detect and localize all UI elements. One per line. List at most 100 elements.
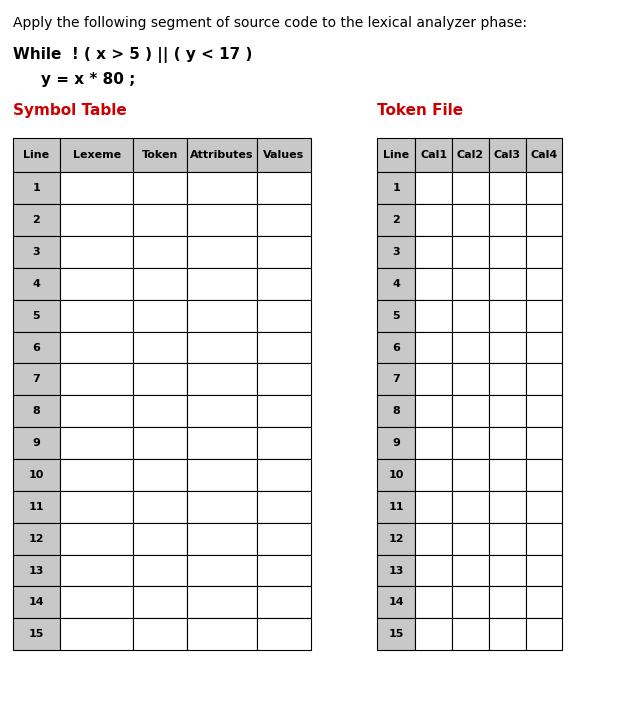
Bar	[257, 204, 311, 236]
Bar	[60, 395, 133, 427]
Bar	[452, 491, 489, 523]
Bar	[489, 618, 526, 650]
Text: 6: 6	[32, 342, 41, 353]
Bar	[13, 459, 60, 491]
Bar	[526, 204, 562, 236]
Bar	[377, 586, 415, 618]
Bar	[377, 332, 415, 363]
Bar	[13, 300, 60, 332]
Bar	[489, 332, 526, 363]
Bar	[377, 491, 415, 523]
Bar	[526, 236, 562, 268]
Bar	[187, 204, 257, 236]
Text: 8: 8	[392, 406, 400, 416]
Text: 11: 11	[389, 502, 404, 512]
Bar	[133, 363, 187, 395]
Bar	[257, 268, 311, 300]
Bar	[526, 332, 562, 363]
Bar	[489, 459, 526, 491]
Bar	[60, 204, 133, 236]
Bar	[257, 332, 311, 363]
Bar	[415, 395, 452, 427]
Bar	[187, 300, 257, 332]
Text: Cal3: Cal3	[494, 150, 521, 160]
Bar	[489, 172, 526, 204]
Bar	[489, 427, 526, 459]
Bar	[526, 300, 562, 332]
Bar	[13, 555, 60, 586]
Text: 10: 10	[29, 470, 44, 480]
Bar	[60, 586, 133, 618]
Bar	[187, 459, 257, 491]
Bar	[13, 363, 60, 395]
Bar	[526, 268, 562, 300]
Text: 3: 3	[32, 247, 41, 257]
Bar	[415, 204, 452, 236]
Bar	[377, 300, 415, 332]
Bar	[489, 491, 526, 523]
Text: Token: Token	[142, 150, 178, 160]
Bar	[13, 586, 60, 618]
Bar	[526, 618, 562, 650]
Bar	[489, 204, 526, 236]
Bar	[526, 138, 562, 172]
Bar	[257, 172, 311, 204]
Bar	[452, 300, 489, 332]
Text: 7: 7	[32, 374, 41, 384]
Bar	[187, 586, 257, 618]
Text: 8: 8	[32, 406, 41, 416]
Bar	[257, 523, 311, 555]
Bar	[526, 395, 562, 427]
Bar	[187, 138, 257, 172]
Bar	[452, 459, 489, 491]
Bar	[257, 491, 311, 523]
Bar	[377, 204, 415, 236]
Text: 13: 13	[389, 565, 404, 576]
Bar	[60, 427, 133, 459]
Bar	[13, 204, 60, 236]
Bar	[526, 427, 562, 459]
Bar	[377, 459, 415, 491]
Bar	[489, 363, 526, 395]
Bar	[133, 618, 187, 650]
Text: 13: 13	[29, 565, 44, 576]
Bar	[133, 523, 187, 555]
Bar	[13, 332, 60, 363]
Bar	[415, 363, 452, 395]
Bar	[415, 459, 452, 491]
Bar	[489, 395, 526, 427]
Bar	[133, 586, 187, 618]
Text: Cal2: Cal2	[457, 150, 484, 160]
Bar	[257, 555, 311, 586]
Bar	[526, 172, 562, 204]
Text: 5: 5	[392, 311, 400, 321]
Text: 3: 3	[392, 247, 400, 257]
Bar	[415, 427, 452, 459]
Bar	[60, 138, 133, 172]
Bar	[452, 138, 489, 172]
Bar	[526, 459, 562, 491]
Bar	[377, 427, 415, 459]
Bar	[452, 363, 489, 395]
Text: y = x * 80 ;: y = x * 80 ;	[41, 72, 136, 88]
Bar	[13, 236, 60, 268]
Bar	[415, 300, 452, 332]
Bar	[452, 332, 489, 363]
Bar	[415, 268, 452, 300]
Bar	[415, 618, 452, 650]
Bar	[526, 555, 562, 586]
Text: 15: 15	[29, 629, 44, 639]
Bar	[257, 618, 311, 650]
Bar	[415, 491, 452, 523]
Bar	[257, 459, 311, 491]
Bar	[452, 523, 489, 555]
Bar	[415, 138, 452, 172]
Text: 6: 6	[392, 342, 400, 353]
Text: 11: 11	[29, 502, 44, 512]
Text: 7: 7	[392, 374, 400, 384]
Bar	[60, 332, 133, 363]
Bar	[257, 300, 311, 332]
Bar	[257, 363, 311, 395]
Bar	[133, 268, 187, 300]
Bar	[13, 491, 60, 523]
